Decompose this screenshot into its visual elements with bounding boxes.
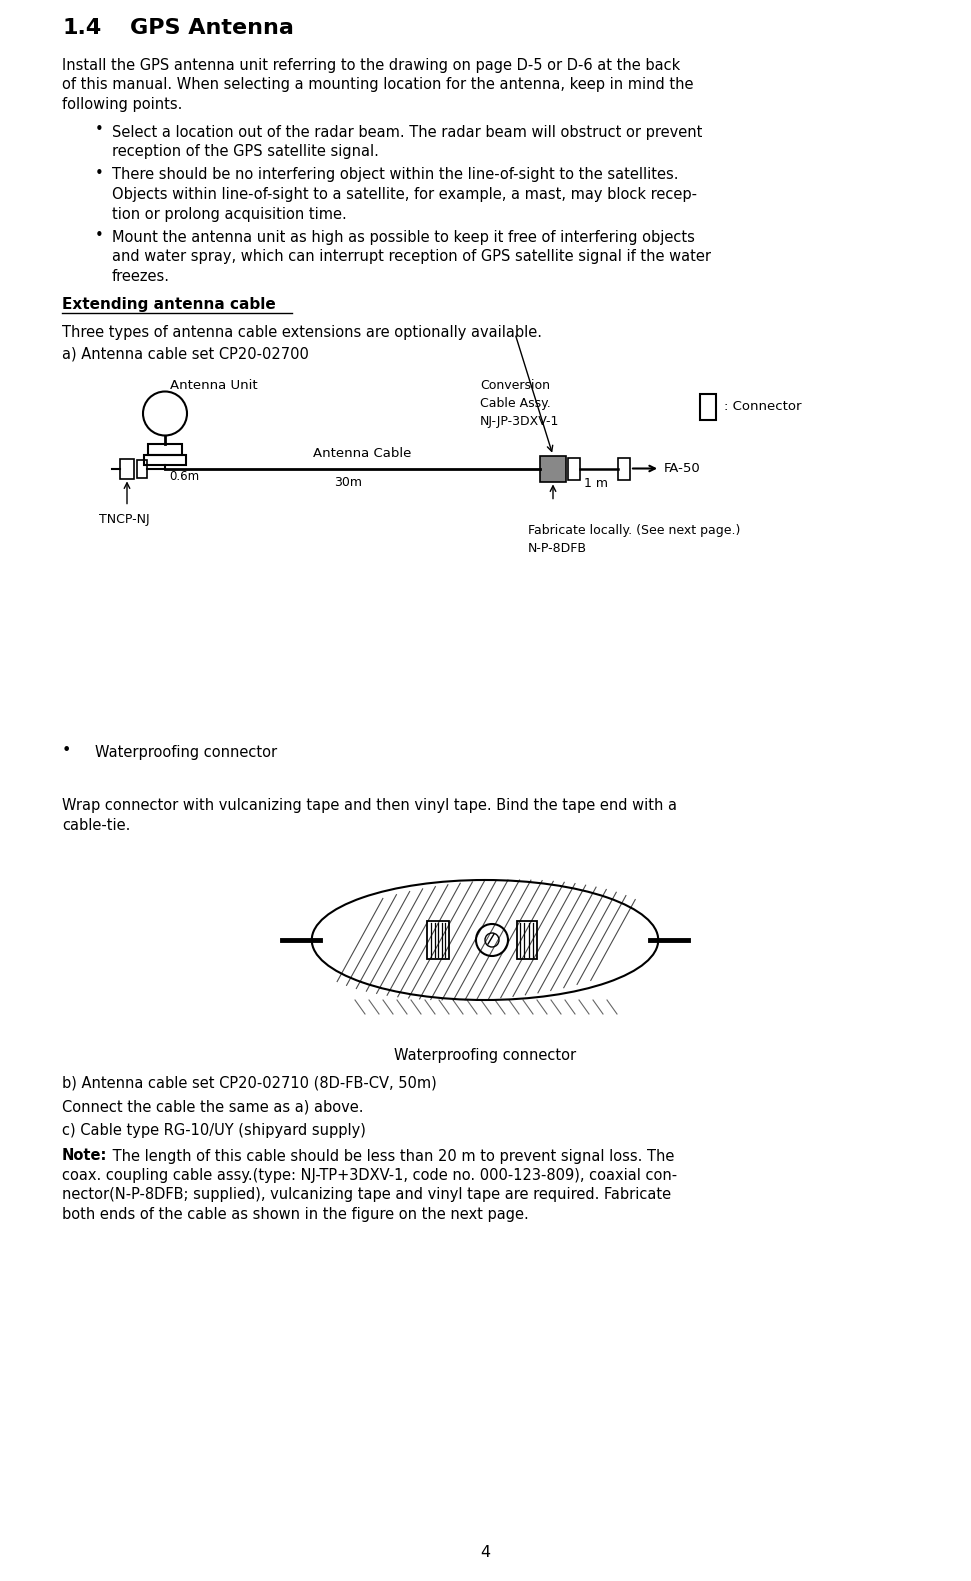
Text: •: • [95,228,104,243]
Bar [148,444,182,454]
Bar [120,458,134,479]
Text: Extending antenna cable: Extending antenna cable [62,297,276,311]
Text: Connect the cable the same as a) above.: Connect the cable the same as a) above. [62,1099,363,1115]
Bar [618,457,630,479]
Text: 30m: 30m [334,476,362,489]
Text: cable-tie.: cable-tie. [62,817,130,833]
Text: b) Antenna cable set CP20-02710 (8D-FB-CV, 50m): b) Antenna cable set CP20-02710 (8D-FB-C… [62,1077,437,1091]
Text: •: • [95,166,104,180]
Text: nector(N-P-8DFB; supplied), vulcanizing tape and vinyl tape are required. Fabric: nector(N-P-8DFB; supplied), vulcanizing … [62,1187,671,1203]
Text: reception of the GPS satellite signal.: reception of the GPS satellite signal. [112,144,379,160]
Bar [540,455,566,482]
Text: tion or prolong acquisition time.: tion or prolong acquisition time. [112,207,347,221]
Text: of this manual. When selecting a mounting location for the antenna, keep in mind: of this manual. When selecting a mountin… [62,77,693,93]
Text: GPS Antenna: GPS Antenna [130,17,294,38]
Text: Waterproofing connector: Waterproofing connector [394,1048,576,1062]
Text: Wrap connector with vulcanizing tape and then vinyl tape. Bind the tape end with: Wrap connector with vulcanizing tape and… [62,798,677,813]
Text: 4: 4 [481,1545,490,1560]
Circle shape [485,933,499,947]
Text: c) Cable type RG-10/UY (shipyard supply): c) Cable type RG-10/UY (shipyard supply) [62,1123,366,1138]
Text: freezes.: freezes. [112,269,170,285]
Bar [427,922,449,960]
Text: Note:: Note: [62,1148,108,1164]
Text: Fabricate locally. (See next page.)
N-P-8DFB: Fabricate locally. (See next page.) N-P-… [528,523,740,555]
Text: FA-50: FA-50 [664,462,701,474]
Text: The length of this cable should be less than 20 m to prevent signal loss. The: The length of this cable should be less … [108,1148,675,1164]
Text: Waterproofing connector: Waterproofing connector [95,745,277,760]
Text: Antenna Unit: Antenna Unit [170,378,257,392]
Text: Select a location out of the radar beam. The radar beam will obstruct or prevent: Select a location out of the radar beam.… [112,125,702,139]
Bar [137,460,147,477]
Text: There should be no interfering object within the line-of-sight to the satellites: There should be no interfering object wi… [112,168,679,182]
Text: Antenna Cable: Antenna Cable [313,446,411,460]
Text: Conversion
Cable Assy.
NJ-JP-3DXV-1: Conversion Cable Assy. NJ-JP-3DXV-1 [480,378,559,427]
Text: Three types of antenna cable extensions are optionally available.: Three types of antenna cable extensions … [62,324,542,340]
Text: Install the GPS antenna unit referring to the drawing on page D-5 or D-6 at the : Install the GPS antenna unit referring t… [62,58,681,73]
Text: both ends of the cable as shown in the figure on the next page.: both ends of the cable as shown in the f… [62,1206,529,1222]
Text: and water spray, which can interrupt reception of GPS satellite signal if the wa: and water spray, which can interrupt rec… [112,250,711,264]
Text: a) Antenna cable set CP20-02700: a) Antenna cable set CP20-02700 [62,346,309,362]
Text: Objects within line-of-sight to a satellite, for example, a mast, may block rece: Objects within line-of-sight to a satell… [112,187,697,202]
Bar [700,394,716,419]
Bar [568,457,580,479]
Text: •: • [62,743,72,757]
Text: following points.: following points. [62,96,183,112]
Bar [144,454,186,465]
Text: 1 m: 1 m [584,476,608,490]
Bar [517,922,537,960]
Text: •: • [95,122,104,138]
Text: coax. coupling cable assy.(type: NJ-TP+3DXV-1, code no. 000-123-809), coaxial co: coax. coupling cable assy.(type: NJ-TP+3… [62,1168,677,1183]
Text: 0.6m: 0.6m [169,470,199,482]
Text: : Connector: : Connector [724,400,801,413]
Text: 1.4: 1.4 [62,17,101,38]
Text: TNCP-NJ: TNCP-NJ [99,514,150,526]
Text: Mount the antenna unit as high as possible to keep it free of interfering object: Mount the antenna unit as high as possib… [112,229,695,245]
Circle shape [476,923,508,957]
